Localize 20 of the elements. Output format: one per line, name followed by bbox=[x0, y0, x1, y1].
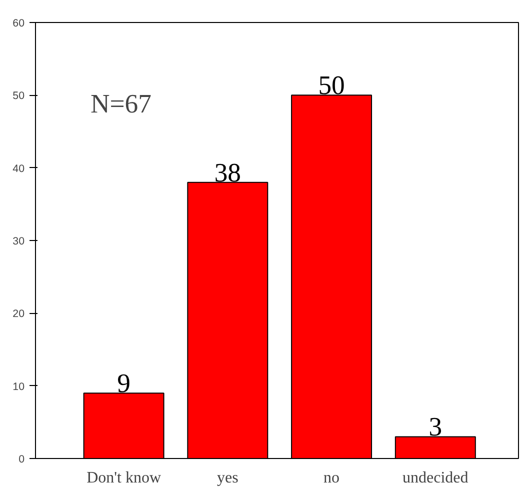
y-tick-label: 20 bbox=[12, 308, 25, 320]
bar bbox=[187, 182, 268, 458]
bar bbox=[394, 436, 476, 458]
y-tick-label: 10 bbox=[12, 380, 25, 393]
x-tick-label: no bbox=[324, 470, 340, 486]
y-tick-label: 40 bbox=[12, 162, 25, 175]
y-tick-label: 50 bbox=[12, 90, 25, 102]
x-tick-label: Don't know bbox=[86, 470, 162, 486]
data-label: 3 bbox=[428, 412, 442, 442]
data-label: 50 bbox=[318, 70, 345, 100]
annotation: N=67 bbox=[90, 88, 152, 118]
y-tick-label: 60 bbox=[12, 18, 25, 30]
data-label: 38 bbox=[214, 157, 241, 188]
y-tick-label: 0 bbox=[18, 454, 25, 466]
x-tick-label: undecided bbox=[402, 470, 468, 486]
y-tick-label: 30 bbox=[12, 236, 25, 248]
bar bbox=[291, 94, 372, 458]
data-label: 9 bbox=[117, 368, 130, 398]
bar bbox=[83, 392, 164, 458]
x-tick-label: yes bbox=[216, 470, 238, 486]
